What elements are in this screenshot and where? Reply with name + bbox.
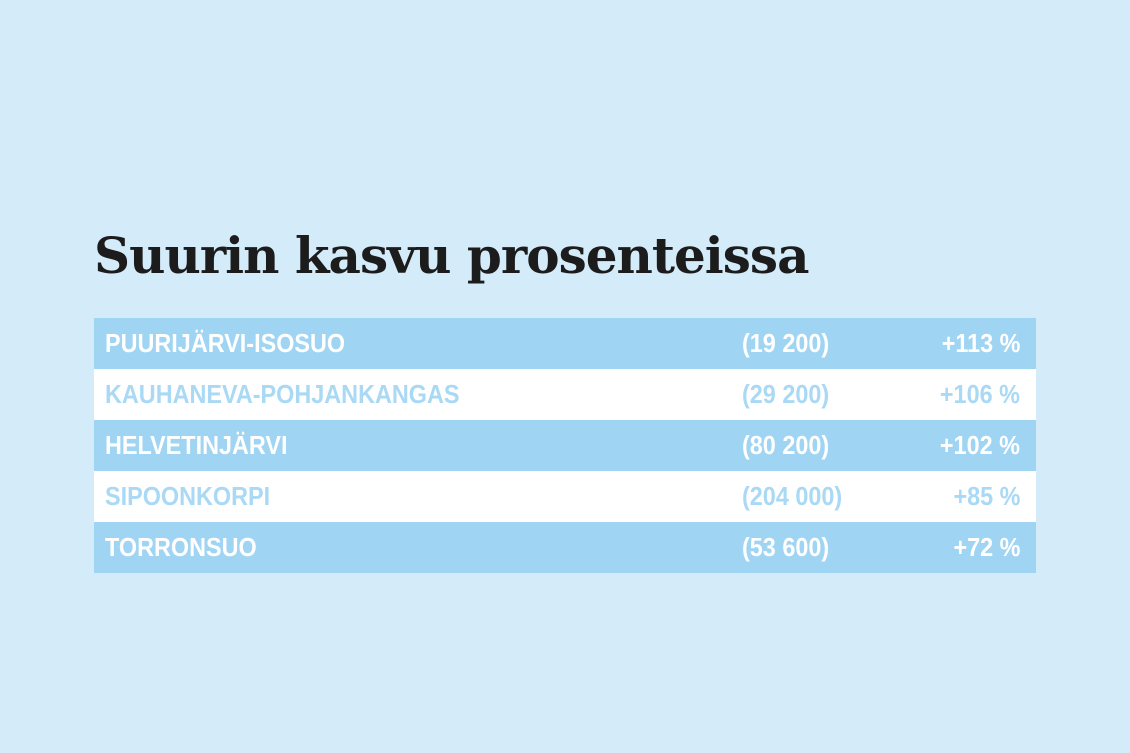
growth-percent: +72 % — [952, 532, 1020, 562]
growth-percent: +113 % — [941, 328, 1020, 358]
table-row: HELVETINJÄRVI (80 200) +102 % — [94, 420, 1036, 471]
table-row: SIPOONKORPI (204 000) +85 % — [94, 471, 1036, 522]
area-size: (80 200) — [742, 430, 830, 460]
area-size: (29 200) — [742, 379, 830, 409]
title: Suurin kasvu prosenteissa — [94, 226, 809, 285]
area-name: KAUHANEVA-POHJANKANGAS — [105, 379, 460, 409]
table-row: PUURIJÄRVI-ISOSUO (19 200) +113 % — [94, 318, 1036, 369]
area-name: SIPOONKORPI — [105, 481, 271, 511]
area-size: (53 600) — [742, 532, 830, 562]
table: PUURIJÄRVI-ISOSUO (19 200) +113 % KAUHANEVA… — [94, 318, 1036, 573]
area-name: HELVETINJÄRVI — [105, 430, 288, 460]
area-size: (204 000) — [742, 481, 843, 511]
area-name: TORRONSUO — [105, 532, 257, 562]
growth-percent: +102 % — [939, 430, 1020, 460]
growth-percent: +85 % — [952, 481, 1020, 511]
table-row: KAUHANEVA-POHJANKANGAS (29 200) +106 % — [94, 369, 1036, 420]
area-name: PUURIJÄRVI-ISOSUO — [105, 328, 346, 358]
table-row: TORRONSUO (53 600) +72 % — [94, 522, 1036, 573]
area-size: (19 200) — [742, 328, 830, 358]
growth-percent: +106 % — [939, 379, 1020, 409]
